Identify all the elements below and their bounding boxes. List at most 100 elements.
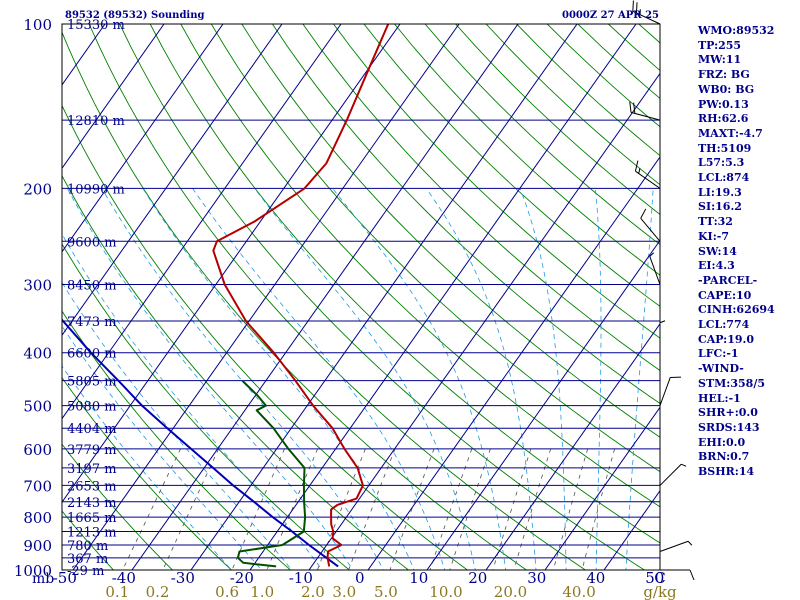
- height-label: 4404 m: [67, 422, 117, 437]
- index-item: RH:62.6: [698, 112, 749, 126]
- pressure-tick-label: 600: [23, 441, 52, 459]
- pressure-tick-label: 400: [23, 345, 52, 363]
- temperature-tick-label: -40: [112, 569, 136, 587]
- index-item: SRDS:143: [698, 420, 760, 434]
- wind-barb-flag: [632, 0, 634, 12]
- temperature-tick-label: 40: [586, 569, 605, 587]
- chart-title: 89532 (89532) Sounding: [65, 10, 205, 21]
- wind-barb: [659, 320, 666, 353]
- pressure-tick-label: 1000: [14, 562, 52, 580]
- isotherms: [0, 24, 660, 582]
- isotherm: [485, 323, 660, 570]
- isotherm: [0, 24, 46, 582]
- index-item: -PARCEL-: [698, 273, 758, 287]
- wind-barb-staff: [635, 170, 661, 189]
- height-label: 10990 m: [67, 182, 125, 197]
- index-item: HEL:-1: [698, 391, 741, 405]
- wind-barb: [640, 208, 661, 242]
- height-label: 5080 m: [67, 400, 117, 415]
- temperature-tick-label: 10: [409, 569, 428, 587]
- moist-adiabat: [62, 281, 293, 570]
- dry-adiabat: [62, 104, 469, 570]
- index-item: WB0: BG: [698, 82, 755, 96]
- isotherm: [131, 24, 519, 570]
- pressure-unit-label: mb: [32, 571, 54, 587]
- wind-barb: [634, 160, 661, 189]
- isotherm: [367, 156, 660, 570]
- index-item: CAPE:10: [698, 288, 752, 302]
- mixing-ratio-label: 20.0: [494, 583, 527, 600]
- pressure-tick-label: 100: [23, 16, 52, 34]
- dry-adiabat: [272, 24, 660, 405]
- dewpoint-trace: [236, 379, 307, 568]
- dry-adiabat: [210, 24, 660, 473]
- height-label: 2653 m: [67, 479, 117, 494]
- pressure-tick-label: 800: [23, 509, 52, 527]
- index-item: EHI:0.0: [698, 435, 746, 449]
- height-label: 3197 m: [67, 462, 117, 477]
- mixing-ratio-line: [231, 448, 285, 570]
- mixing-ratio-line: [389, 448, 435, 570]
- height-label: 1665 m: [67, 511, 117, 526]
- dry-adiabat: [363, 24, 660, 307]
- height-label: 2143 m: [67, 496, 117, 511]
- profiles: [62, 24, 390, 568]
- dry-adiabat: [88, 24, 587, 570]
- index-item: LFC:-1: [698, 347, 739, 361]
- temperature-tick-label: -30: [171, 569, 195, 587]
- moist-adiabat: [142, 188, 415, 570]
- index-item: EI:4.3: [698, 259, 735, 273]
- isotherm: [72, 24, 460, 570]
- wind-barb: [660, 569, 695, 581]
- index-item: MAXT:-4.7: [698, 126, 763, 140]
- temperature-tick-label: -10: [289, 569, 313, 587]
- mixing-ratio-label: 10.0: [429, 583, 462, 600]
- isotherm: [308, 72, 660, 570]
- moist-adiabat: [425, 188, 537, 570]
- dry-adiabat: [180, 24, 660, 508]
- mixing-ratio-label: 1.0: [250, 583, 274, 600]
- stability-indices-panel: WMO:89532 TP:255 MW:11 FRZ: BG WB0: BG PW:0.1…: [698, 24, 775, 480]
- mixing-ratio-line: [316, 448, 366, 570]
- plot-frame: [61, 23, 661, 571]
- mixing-ratio-label: 0.1: [105, 583, 129, 600]
- height-label: 12810 m: [67, 114, 125, 129]
- index-item: FRZ: BG: [698, 68, 750, 82]
- height-label: 367 m: [67, 552, 108, 567]
- wind-barb-flag: [640, 208, 647, 219]
- pressure-tick-label: 500: [23, 398, 52, 416]
- wind-barb-staff: [659, 377, 671, 406]
- wind-barb-flag: [635, 2, 638, 14]
- height-labels: 15330 m 12810 m 10990 m 9600 m 8450 m 7473 m 6…: [67, 18, 125, 579]
- index-item: BSHR:14: [698, 465, 755, 479]
- isotherm: [426, 239, 660, 570]
- height-label: 5805 m: [67, 375, 117, 390]
- wind-barb-staff: [649, 256, 661, 285]
- temperature-tick-label: 0: [355, 569, 365, 587]
- dry-adiabat: [62, 443, 174, 570]
- dry-adiabat: [62, 31, 528, 570]
- wind-barb-staff: [659, 540, 689, 552]
- wind-barb-half-flag: [638, 168, 641, 174]
- isotherm: [544, 406, 660, 570]
- wind-barb: [632, 0, 661, 25]
- mixing-ratio-label: 2.0: [301, 583, 325, 600]
- wind-barb-flag: [629, 101, 632, 113]
- height-label: 780 m: [67, 539, 108, 554]
- dry-adiabat: [0, 24, 5, 582]
- moist-adiabat: [332, 188, 507, 570]
- wind-barb-half-flag: [681, 463, 687, 467]
- pressure-tick-label: 200: [23, 180, 52, 198]
- moist-adiabat: [62, 325, 263, 570]
- index-item: LCL:774: [698, 318, 750, 332]
- index-item: SW:14: [698, 244, 737, 258]
- mixing-ratio-label: 40.0: [562, 583, 595, 600]
- dry-adiabat: [62, 310, 292, 570]
- height-label: 15330 m: [67, 18, 125, 33]
- dry-adiabat: [62, 510, 115, 570]
- mixing-ratio-line: [492, 448, 532, 570]
- isotherm: [62, 24, 165, 170]
- index-item: SI:16.2: [698, 200, 742, 214]
- temperature-tick-label: -20: [230, 569, 254, 587]
